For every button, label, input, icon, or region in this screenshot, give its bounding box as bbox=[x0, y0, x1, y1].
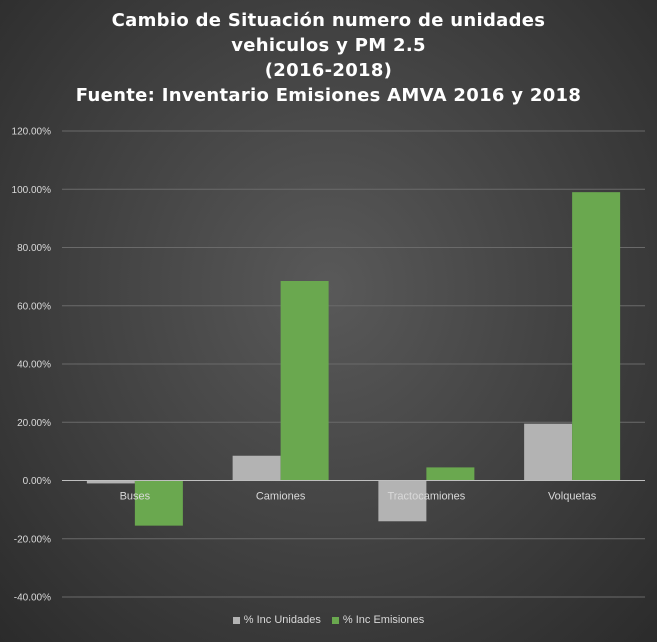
x-category-label: Camiones bbox=[256, 491, 306, 503]
legend-item-emisiones: % Inc Emisiones bbox=[331, 614, 425, 626]
y-tick-label: 100.00% bbox=[12, 185, 52, 196]
bar-unidades bbox=[524, 423, 573, 481]
y-tick-label: -20.00% bbox=[14, 534, 51, 545]
legend-swatch-unidades bbox=[232, 616, 240, 624]
bar-unidades bbox=[232, 455, 281, 481]
y-tick-label: 20.00% bbox=[17, 418, 51, 429]
bar-emisiones bbox=[134, 480, 183, 526]
legend-label-unidades: % Inc Unidades bbox=[243, 614, 321, 626]
legend-item-unidades: % Inc Unidades bbox=[232, 614, 321, 626]
x-category-label: Buses bbox=[120, 491, 151, 503]
legend-swatch-emisiones bbox=[331, 616, 339, 624]
title-line-2: vehiculos y PM 2.5 bbox=[231, 35, 426, 56]
x-category-label: Volquetas bbox=[548, 491, 597, 503]
chart-title: Cambio de Situación numero de unidades v… bbox=[0, 8, 657, 108]
y-tick-label: -40.00% bbox=[14, 593, 51, 604]
x-category-label: Tractocamiones bbox=[387, 491, 465, 503]
bar-emisiones bbox=[426, 467, 475, 481]
bar-unidades bbox=[378, 480, 427, 522]
y-tick-label: 40.00% bbox=[17, 360, 51, 371]
bar-emisiones bbox=[572, 192, 621, 481]
y-tick-label: 0.00% bbox=[23, 476, 51, 487]
bar-emisiones bbox=[280, 280, 329, 481]
title-line-1: Cambio de Situación numero de unidades bbox=[111, 10, 546, 31]
legend: % Inc Unidades % Inc Emisiones bbox=[0, 614, 657, 627]
title-line-3: (2016-2018) bbox=[264, 60, 393, 81]
y-tick-label: 60.00% bbox=[17, 301, 51, 312]
y-tick-label: 120.00% bbox=[12, 127, 52, 138]
legend-label-emisiones: % Inc Emisiones bbox=[342, 614, 425, 626]
title-line-4: Fuente: Inventario Emisiones AMVA 2016 y… bbox=[75, 85, 582, 106]
bar-unidades bbox=[86, 480, 135, 484]
y-tick-label: 80.00% bbox=[17, 243, 51, 254]
